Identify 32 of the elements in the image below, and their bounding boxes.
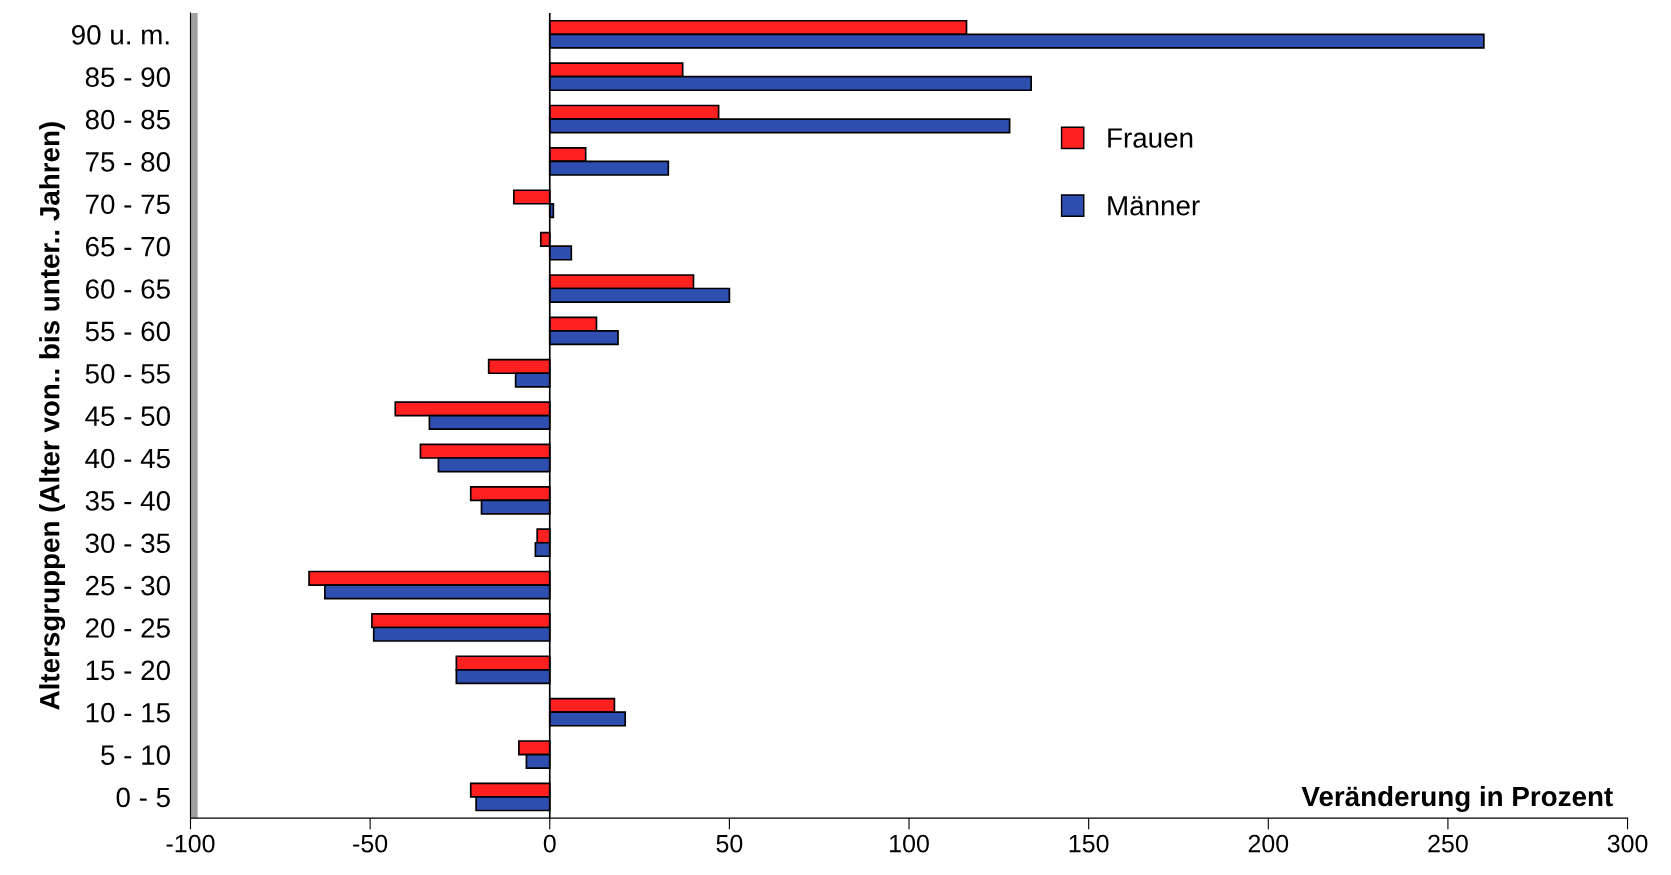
y-tick-label: 15 - 20 (86, 660, 170, 681)
y-tick-label: 40 - 45 (85, 448, 170, 469)
y-tick-label: 35 - 40 (85, 491, 170, 511)
x-tick-label: -50 (353, 834, 388, 853)
y-tick-label: 80 - 85 (85, 109, 170, 130)
y-tick-label: 0 - 5 (116, 787, 170, 808)
x-tick-label: 200 (1248, 834, 1289, 853)
x-tick-label: 100 (890, 834, 929, 853)
y-tick-label: 75 - 80 (86, 152, 170, 172)
y-tick-label: 10 - 15 (86, 702, 170, 723)
y-tick-label: 60 - 65 (85, 279, 170, 299)
y-tick-label: 25 - 30 (85, 575, 170, 596)
x-tick-label: 150 (1069, 834, 1109, 853)
y-tick-label: 70 - 75 (86, 194, 170, 215)
y-tick-label: 50 - 55 (85, 363, 170, 384)
y-tick-label: 65 - 70 (85, 236, 170, 257)
y-tick-label: 45 - 50 (85, 406, 170, 426)
y-tick-label: 30 - 35 (85, 533, 170, 554)
y-tick-label: 55 - 60 (85, 321, 170, 342)
x-tick-label: 0 (543, 834, 556, 853)
y-tick-label: 20 - 25 (85, 618, 170, 638)
y-tick-label: 5 - 10 (101, 745, 170, 765)
legend-label: Frauen (1108, 128, 1193, 148)
y-axis-title: Altersgruppen (Alter von.. bis unter.. Jahren) (39, 122, 66, 710)
x-tick-label: 50 (716, 834, 743, 853)
x-tick-label: 250 (1428, 834, 1468, 853)
y-tick-label: 85 - 90 (85, 67, 170, 88)
legend-label: Männer (1108, 196, 1200, 216)
x-tick-label: -100 (166, 834, 215, 853)
x-axis-title: Veränderung in Prozent (1301, 785, 1613, 812)
x-tick-label: 300 (1607, 834, 1648, 853)
y-tick-label: 90 u. m. (72, 24, 169, 45)
